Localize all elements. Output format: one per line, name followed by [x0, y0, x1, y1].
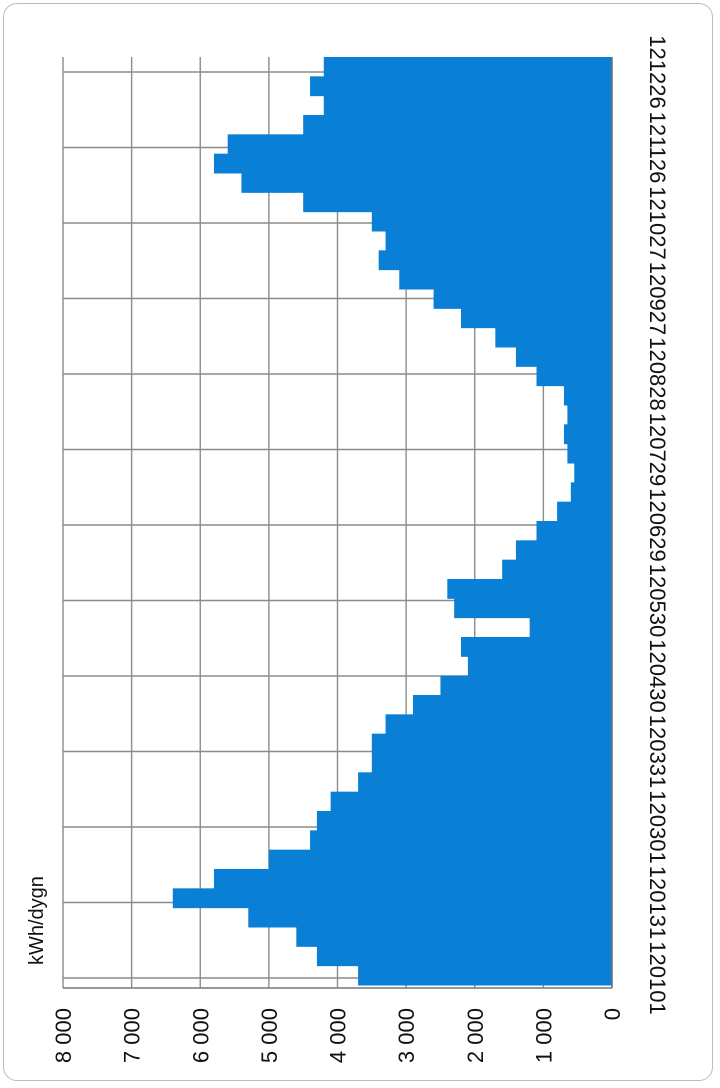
energy-bar: [433, 289, 612, 309]
energy-bar: [296, 927, 612, 947]
energy-bar: [323, 95, 612, 116]
energy-bar: [248, 907, 612, 928]
energy-bar: [323, 57, 612, 77]
energy-bar: [310, 830, 612, 851]
energy-bar: [371, 211, 612, 232]
x-tick-label: 120430: [645, 639, 670, 712]
energy-bar: [330, 791, 612, 812]
x-tick-label: 121226: [645, 35, 670, 108]
energy-bar: [536, 366, 612, 387]
y-tick-label: 6 000: [188, 1008, 213, 1063]
x-tick-label: 120927: [645, 262, 670, 335]
energy-bar: [303, 192, 612, 213]
energy-bar: [570, 482, 612, 503]
energy-bar: [358, 772, 612, 793]
energy-bar: [495, 327, 612, 348]
energy-bar: [385, 714, 612, 735]
energy-bar: [412, 695, 612, 715]
energy-bar: [461, 637, 612, 657]
x-tick-label: 121126: [645, 112, 670, 184]
y-tick-label: 1 000: [531, 1008, 556, 1063]
y-axis-label: kWh/dygn: [26, 876, 48, 965]
energy-bar: [574, 463, 612, 483]
x-tick-label: 120530: [645, 564, 670, 637]
energy-bar: [227, 134, 612, 155]
energy-bar: [563, 424, 612, 445]
energy-bar: [310, 76, 612, 97]
energy-bar: [303, 115, 612, 135]
x-tick-label: 120101: [645, 941, 670, 1014]
energy-bar: [567, 405, 612, 425]
y-tick-label: 5 000: [257, 1008, 282, 1063]
bars: [172, 57, 613, 986]
energy-bar: [447, 579, 612, 599]
energy-bar: [557, 501, 612, 522]
y-tick-label: 7 000: [120, 1008, 145, 1063]
y-tick-label: 2 000: [463, 1008, 488, 1063]
energy-bar: [378, 250, 612, 271]
energy-bar: [502, 559, 612, 580]
energy-bar: [371, 753, 612, 773]
energy-bar: [454, 598, 612, 619]
energy-bar: [385, 231, 612, 251]
x-tick-label: 120131: [645, 866, 670, 939]
x-tick-label: 120828: [645, 337, 670, 410]
axes: [63, 57, 613, 989]
y-tick-labels: 0 1 000 2 000 3 000 4 000 5 000 6 000 7 000 8 00…: [51, 1008, 625, 1063]
y-tick-label: 0: [600, 1008, 625, 1020]
energy-bar: [440, 675, 612, 696]
x-tick-label: 120331: [645, 715, 670, 788]
energy-bar: [371, 733, 612, 754]
energy-bar: [529, 617, 612, 638]
energy-bar: [172, 888, 613, 909]
energy-bar: [467, 656, 612, 677]
energy-bar: [536, 521, 612, 541]
energy-bar: [316, 811, 612, 831]
energy-bar: [213, 153, 612, 174]
energy-bar: [268, 849, 612, 870]
x-tick-label: 120629: [645, 488, 670, 561]
energy-bar: [241, 173, 613, 193]
energy-bar: [461, 308, 612, 329]
energy-bar: [358, 965, 612, 986]
energy-bar: [563, 385, 612, 406]
energy-bar: [213, 869, 612, 889]
x-tick-label: 120729: [645, 413, 670, 486]
energy-bar: [567, 443, 612, 464]
x-tick-label: 120301: [645, 790, 670, 863]
energy-bar: [316, 946, 612, 967]
energy-bar: [399, 269, 612, 290]
y-tick-label: 4 000: [326, 1008, 351, 1063]
x-tick-label: 121027: [645, 186, 670, 259]
energy-bar: [515, 347, 612, 367]
energy-bar: [515, 540, 612, 561]
y-tick-label: 3 000: [394, 1008, 419, 1063]
y-tick-label: 8 000: [51, 1008, 76, 1063]
